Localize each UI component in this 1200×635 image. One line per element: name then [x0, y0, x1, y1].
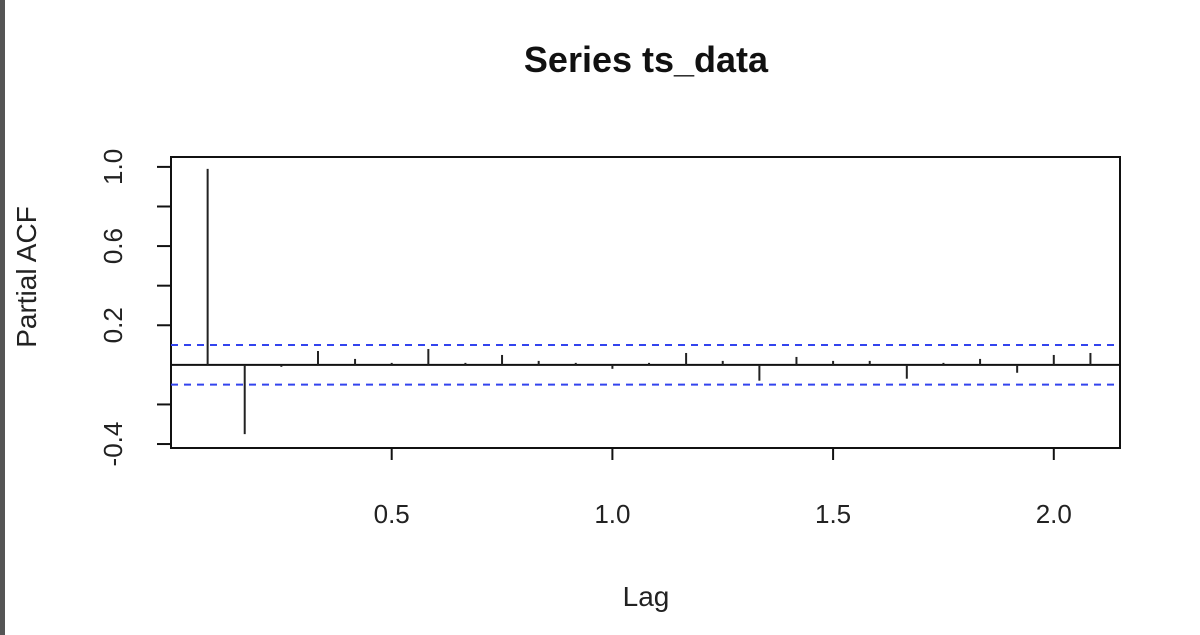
plot-box	[170, 156, 1121, 449]
y-tick-label: -0.4	[98, 422, 128, 467]
y-tick-label: 0.6	[98, 228, 128, 264]
y-tick-label: 1.0	[98, 149, 128, 185]
chart-title: Series ts_data	[524, 39, 769, 80]
window-left-border	[0, 0, 5, 635]
x-tick-label: 1.5	[815, 499, 851, 529]
x-tick-label: 2.0	[1036, 499, 1072, 529]
y-axis-label: Partial ACF	[11, 206, 42, 348]
y-tick-label: 0.2	[98, 307, 128, 343]
plot-layer: 0.5 1.0 1.5 2.0 -0.4 0.2 0.6 1.0	[98, 149, 1121, 529]
x-tick-label: 1.0	[594, 499, 630, 529]
x-axis-label: Lag	[623, 581, 670, 612]
x-tick-label: 0.5	[374, 499, 410, 529]
